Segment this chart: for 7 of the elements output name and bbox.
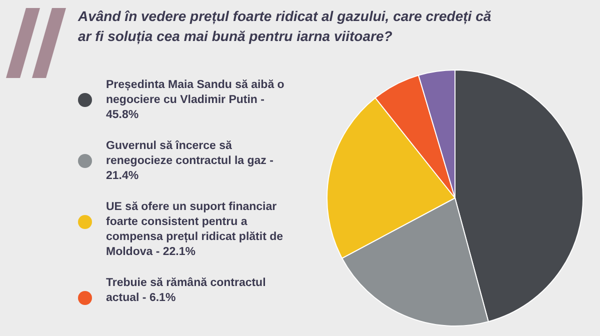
legend-label: Președinta Maia Sandu să aibă o negociere cu Vladimir Putin -: [106, 79, 284, 106]
data-label: 21.4%: [106, 170, 139, 182]
chart-title: Având în vedere prețul foarte ridicat al gazului, care credeți că ar fi soluția cea mai bună pentru iarna viitoare?: [78, 7, 492, 46]
data-label: 45.8%: [106, 109, 139, 121]
data-label: 22.1%: [162, 246, 196, 258]
legend-label: Guvernul să încerce să renegocieze contractul la gaz -: [106, 140, 274, 167]
data-label: 6.1%: [149, 292, 176, 304]
